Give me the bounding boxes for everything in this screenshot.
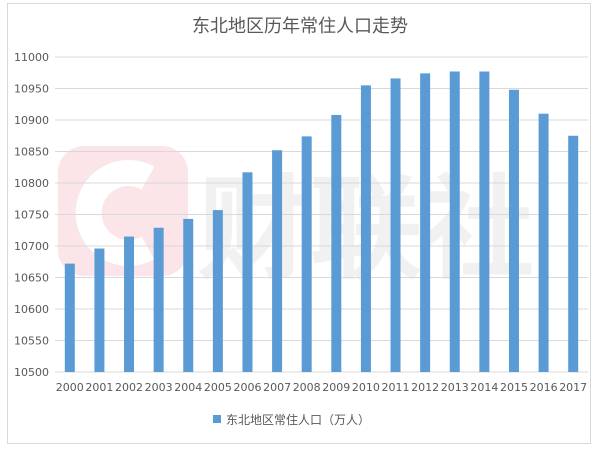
bar-2014 <box>479 71 490 373</box>
bar-2015 <box>508 89 519 372</box>
x-tick-label: 2014 <box>470 381 498 394</box>
x-tick-label: 2017 <box>559 381 587 394</box>
x-tick-label: 2005 <box>204 381 232 394</box>
bar-2017 <box>568 135 579 372</box>
bar-2002 <box>124 236 135 372</box>
x-tick-label: 2012 <box>411 381 439 394</box>
y-tick-label: 10600 <box>14 303 49 316</box>
y-tick-label: 11000 <box>14 51 49 64</box>
legend-swatch <box>213 415 221 423</box>
grid-lines <box>55 56 588 373</box>
bar-2006 <box>242 172 253 372</box>
bar-2000 <box>64 263 75 372</box>
y-tick-label: 10900 <box>14 114 49 127</box>
bars <box>64 71 579 373</box>
bar-2003 <box>153 227 164 372</box>
y-tick-label: 10800 <box>14 177 49 190</box>
bar-2016 <box>538 113 549 372</box>
x-tick-label: 2016 <box>530 381 558 394</box>
bar-2004 <box>183 218 194 372</box>
x-tick-label: 2011 <box>382 381 410 394</box>
x-tick-label: 2008 <box>293 381 321 394</box>
bar-2005 <box>212 210 223 372</box>
x-tick-label: 2013 <box>441 381 469 394</box>
y-tick-label: 10500 <box>14 366 49 379</box>
bar-2013 <box>449 71 460 373</box>
x-tick-label: 2010 <box>352 381 380 394</box>
x-axis-ticks: 2000 2001 2002 2003 2004 2005 2006 2007 2008 2009… <box>56 381 587 394</box>
x-tick-label: 2003 <box>145 381 173 394</box>
x-tick-label: 2007 <box>263 381 291 394</box>
legend: 东北地区常住人口（万人） <box>213 413 370 427</box>
y-tick-label: 10550 <box>14 335 49 348</box>
bar-2012 <box>420 73 431 372</box>
bar-2008 <box>301 136 312 372</box>
bar-2010 <box>360 85 371 372</box>
x-tick-label: 2004 <box>174 381 202 394</box>
y-tick-label: 10700 <box>14 240 49 253</box>
chart-title: 东北地区历年常住人口走势 <box>192 16 408 37</box>
y-tick-label: 10650 <box>14 272 49 285</box>
x-tick-label: 2001 <box>85 381 113 394</box>
bar-2001 <box>94 248 105 372</box>
y-tick-label: 10950 <box>14 83 49 96</box>
x-tick-label: 2002 <box>115 381 143 394</box>
bar-2011 <box>390 78 401 373</box>
y-axis-ticks: 10500 10550 10600 10650 10700 10750 10800 10850… <box>14 51 49 379</box>
y-tick-label: 10850 <box>14 146 49 159</box>
legend-label: 东北地区常住人口（万人） <box>226 413 370 427</box>
x-tick-label: 2000 <box>56 381 84 394</box>
x-tick-label: 2015 <box>500 381 528 394</box>
bar-2007 <box>272 150 283 372</box>
x-tick-label: 2006 <box>233 381 261 394</box>
bar-2009 <box>331 114 342 373</box>
x-tick-label: 2009 <box>322 381 350 394</box>
y-tick-label: 10750 <box>14 209 49 222</box>
